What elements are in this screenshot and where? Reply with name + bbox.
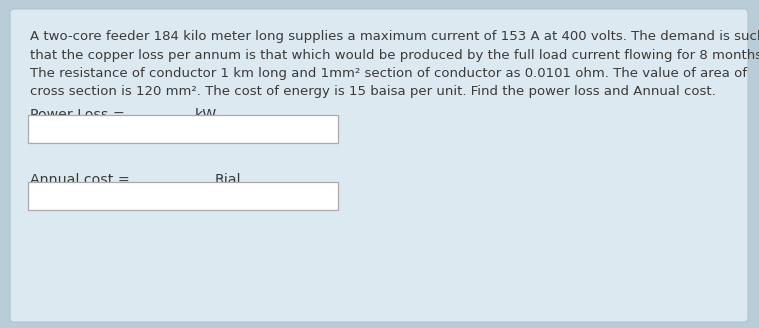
Text: A two-core feeder 184 kilo meter long supplies a maximum current of 153 A at 400: A two-core feeder 184 kilo meter long su… [30,30,759,43]
Text: Power Loss =: Power Loss = [30,108,124,122]
Text: that the copper loss per annum is that which would be produced by the full load : that the copper loss per annum is that w… [30,49,759,62]
FancyBboxPatch shape [28,115,338,143]
FancyBboxPatch shape [28,182,338,210]
Text: The resistance of conductor 1 km long and 1mm² section of conductor as 0.0101 oh: The resistance of conductor 1 km long an… [30,67,747,80]
Text: Annual cost =: Annual cost = [30,173,130,187]
Text: kW: kW [195,108,217,122]
Text: Rial: Rial [215,173,241,187]
FancyBboxPatch shape [10,9,748,322]
Text: cross section is 120 mm². The cost of energy is 15 baisa per unit. Find the powe: cross section is 120 mm². The cost of en… [30,86,716,98]
